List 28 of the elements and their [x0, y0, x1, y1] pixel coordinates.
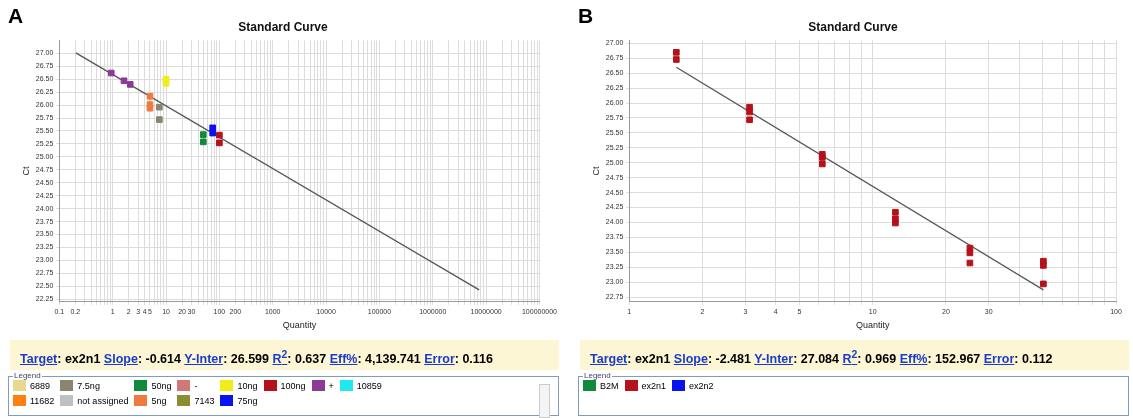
legend-label: 10ng — [237, 380, 258, 391]
legend-label: 75ng — [237, 395, 258, 406]
chart-title: Standard Curve — [238, 19, 328, 34]
legend-label: - — [194, 380, 198, 391]
legend-label: 11682 — [30, 395, 55, 406]
legend-title: Legend — [583, 371, 612, 380]
legend-label: + — [328, 380, 334, 391]
chart-title: Standard Curve — [808, 19, 898, 34]
legend-label: 10859 — [356, 380, 382, 391]
legend-label: 100ng — [280, 380, 306, 391]
x-axis-title: Quantity — [282, 320, 317, 331]
text: Target: ex2n1 Slope: -0.614 Y-Inter: 26.599 R$^{2}$: 0.637 Eff%: 4,139.741 Error: 0.116 — [20, 349, 493, 367]
legend-label: ex2n1 — [641, 380, 667, 391]
text: B — [578, 4, 594, 28]
text: Target: ex2n1 Slope: -2.481 Y-Inter: 27.084 R$^{2}$: 0.969 Eff%: 152.967 Error: 0.112 — [590, 349, 1053, 367]
text: A — [8, 4, 24, 28]
legend-title: Legend — [13, 371, 42, 380]
y-axis-title: Ct — [590, 166, 601, 176]
x-axis-title: Quantity — [855, 320, 890, 331]
y-axis-title: Ct — [20, 166, 31, 176]
legend-label: 50ng — [151, 380, 172, 391]
legend-label: 5ng — [151, 395, 167, 406]
legend-label: not assigned — [77, 395, 129, 406]
legend-label: 7143 — [194, 395, 215, 406]
legend-label: 6889 — [30, 380, 51, 391]
legend-label: 7.5ng — [77, 380, 100, 391]
legend-label: ex2n2 — [689, 380, 714, 391]
legend-label: B2M — [600, 380, 619, 391]
